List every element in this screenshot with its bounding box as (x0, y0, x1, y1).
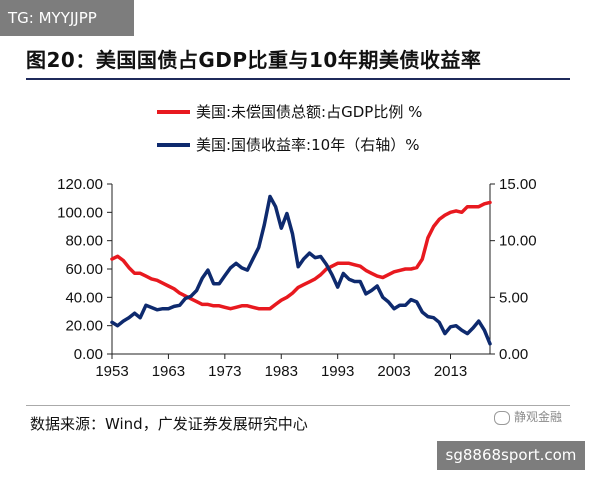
right-tick-label: 0.00 (499, 346, 528, 363)
watermark-tag: TG: MYYJJPP (0, 0, 134, 36)
source-divider (26, 405, 570, 406)
left-tick-label: 120.00 (57, 176, 103, 193)
wechat-icon (494, 410, 510, 425)
right-tick-label: 10.00 (499, 233, 537, 250)
legend-label-debt: 美国:未偿国债总额:占GDP比例 % (196, 103, 422, 121)
left-tick-label: 80.00 (65, 233, 103, 250)
right-tick-label: 15.00 (499, 176, 537, 193)
source-note: 数据来源：Wind，广发证券发展研究中心 (30, 415, 308, 433)
left-tick-label: 40.00 (65, 289, 103, 306)
x-tick-label: 1993 (321, 363, 354, 380)
x-tick-label: 1973 (208, 363, 241, 380)
x-tick-label: 1963 (152, 363, 185, 380)
site-watermark: sg8868sport.com (437, 441, 585, 470)
left-tick-label: 0.00 (74, 346, 103, 363)
x-tick-label: 2003 (377, 363, 410, 380)
legend-label-yield: 美国:国债收益率:10年（右轴）% (196, 136, 419, 154)
brand-watermark: 静观金融 (494, 408, 562, 425)
right-tick-label: 5.00 (499, 289, 528, 306)
brand-watermark-text: 静观金融 (514, 410, 563, 424)
x-tick-label: 1953 (95, 363, 128, 380)
title-underline (26, 78, 570, 80)
left-tick-label: 100.00 (57, 204, 103, 221)
x-tick-label: 1983 (265, 363, 298, 380)
series-line-debt-to-gdp (110, 200, 492, 311)
page-title: 图20：美国国债占GDP比重与10年期美债收益率 (26, 48, 482, 72)
left-tick-label: 60.00 (65, 261, 103, 278)
series-line-10y-yield (110, 194, 492, 346)
left-tick-label: 20.00 (65, 318, 103, 335)
x-tick-label: 2013 (434, 363, 467, 380)
